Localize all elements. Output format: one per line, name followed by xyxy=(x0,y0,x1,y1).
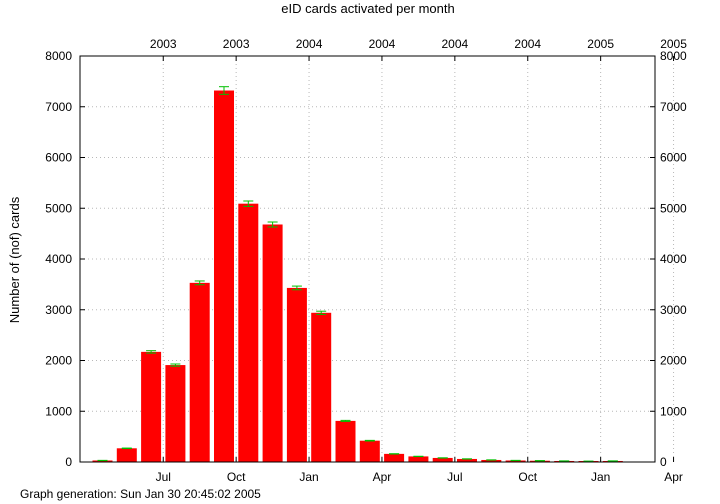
x-year-label: 2005 xyxy=(587,37,614,51)
bar xyxy=(335,420,356,462)
bar xyxy=(408,456,429,462)
x-month-label: Apr xyxy=(664,470,683,484)
y2-tick-label: 7000 xyxy=(660,100,687,114)
bar xyxy=(432,457,453,462)
x-year-label: 2004 xyxy=(296,37,323,51)
y2-tick-label: 1000 xyxy=(660,404,687,418)
y2-tick-label: 3000 xyxy=(660,303,687,317)
bar xyxy=(214,90,234,462)
x-year-label: 2004 xyxy=(369,37,396,51)
x-month-label: Oct xyxy=(518,470,537,484)
y2-tick-label: 2000 xyxy=(660,354,687,368)
y-tick-label: 7000 xyxy=(45,100,72,114)
y2-tick-label: 4000 xyxy=(660,252,687,266)
bar xyxy=(165,365,186,462)
x-year-label: 2004 xyxy=(441,37,468,51)
x-year-label: 2003 xyxy=(223,37,250,51)
y-tick-label: 8000 xyxy=(45,49,72,63)
y-tick-label: 1000 xyxy=(45,404,72,418)
x-year-label: 2003 xyxy=(150,37,177,51)
bar xyxy=(141,351,162,462)
bar xyxy=(457,458,477,462)
y-tick-label: 0 xyxy=(65,455,72,469)
bars xyxy=(92,86,623,462)
bar xyxy=(359,440,380,462)
x-month-label: Jan xyxy=(299,470,318,484)
bar xyxy=(286,287,307,462)
bar xyxy=(384,453,405,462)
x-month-label: Jul xyxy=(156,470,171,484)
bar xyxy=(189,282,210,462)
bar xyxy=(311,312,332,462)
bar xyxy=(238,203,259,462)
y-tick-label: 3000 xyxy=(45,303,72,317)
y2-tick-label: 5000 xyxy=(660,201,687,215)
y-axis-label: Number of (nof) cards xyxy=(7,196,22,323)
x-month-label: Apr xyxy=(373,470,392,484)
chart-title: eID cards activated per month xyxy=(281,1,454,16)
bar xyxy=(505,460,526,462)
axis-ticks xyxy=(80,55,675,463)
y-tick-label: 6000 xyxy=(45,151,72,165)
bar xyxy=(116,448,137,462)
y2-tick-label: 8000 xyxy=(660,49,687,63)
bar xyxy=(481,459,502,462)
tick-labels: 0 1000 2000 3000 4000 5000 6000 7000 8000 0 1000 20… xyxy=(45,37,687,484)
y-tick-label: 5000 xyxy=(45,201,72,215)
x-year-label: 2005 xyxy=(660,37,687,51)
y2-tick-label: 0 xyxy=(660,455,667,469)
y-tick-label: 4000 xyxy=(45,252,72,266)
y2-tick-label: 6000 xyxy=(660,151,687,165)
x-month-label: Jul xyxy=(447,470,462,484)
bar xyxy=(92,460,113,462)
graph-generation-footer: Graph generation: Sun Jan 30 20:45:02 20… xyxy=(20,487,261,501)
bar xyxy=(529,460,550,462)
bar xyxy=(262,224,283,462)
x-month-label: Oct xyxy=(227,470,246,484)
x-month-label: Jan xyxy=(591,470,610,484)
x-year-label: 2004 xyxy=(514,37,541,51)
y-tick-label: 2000 xyxy=(45,354,72,368)
